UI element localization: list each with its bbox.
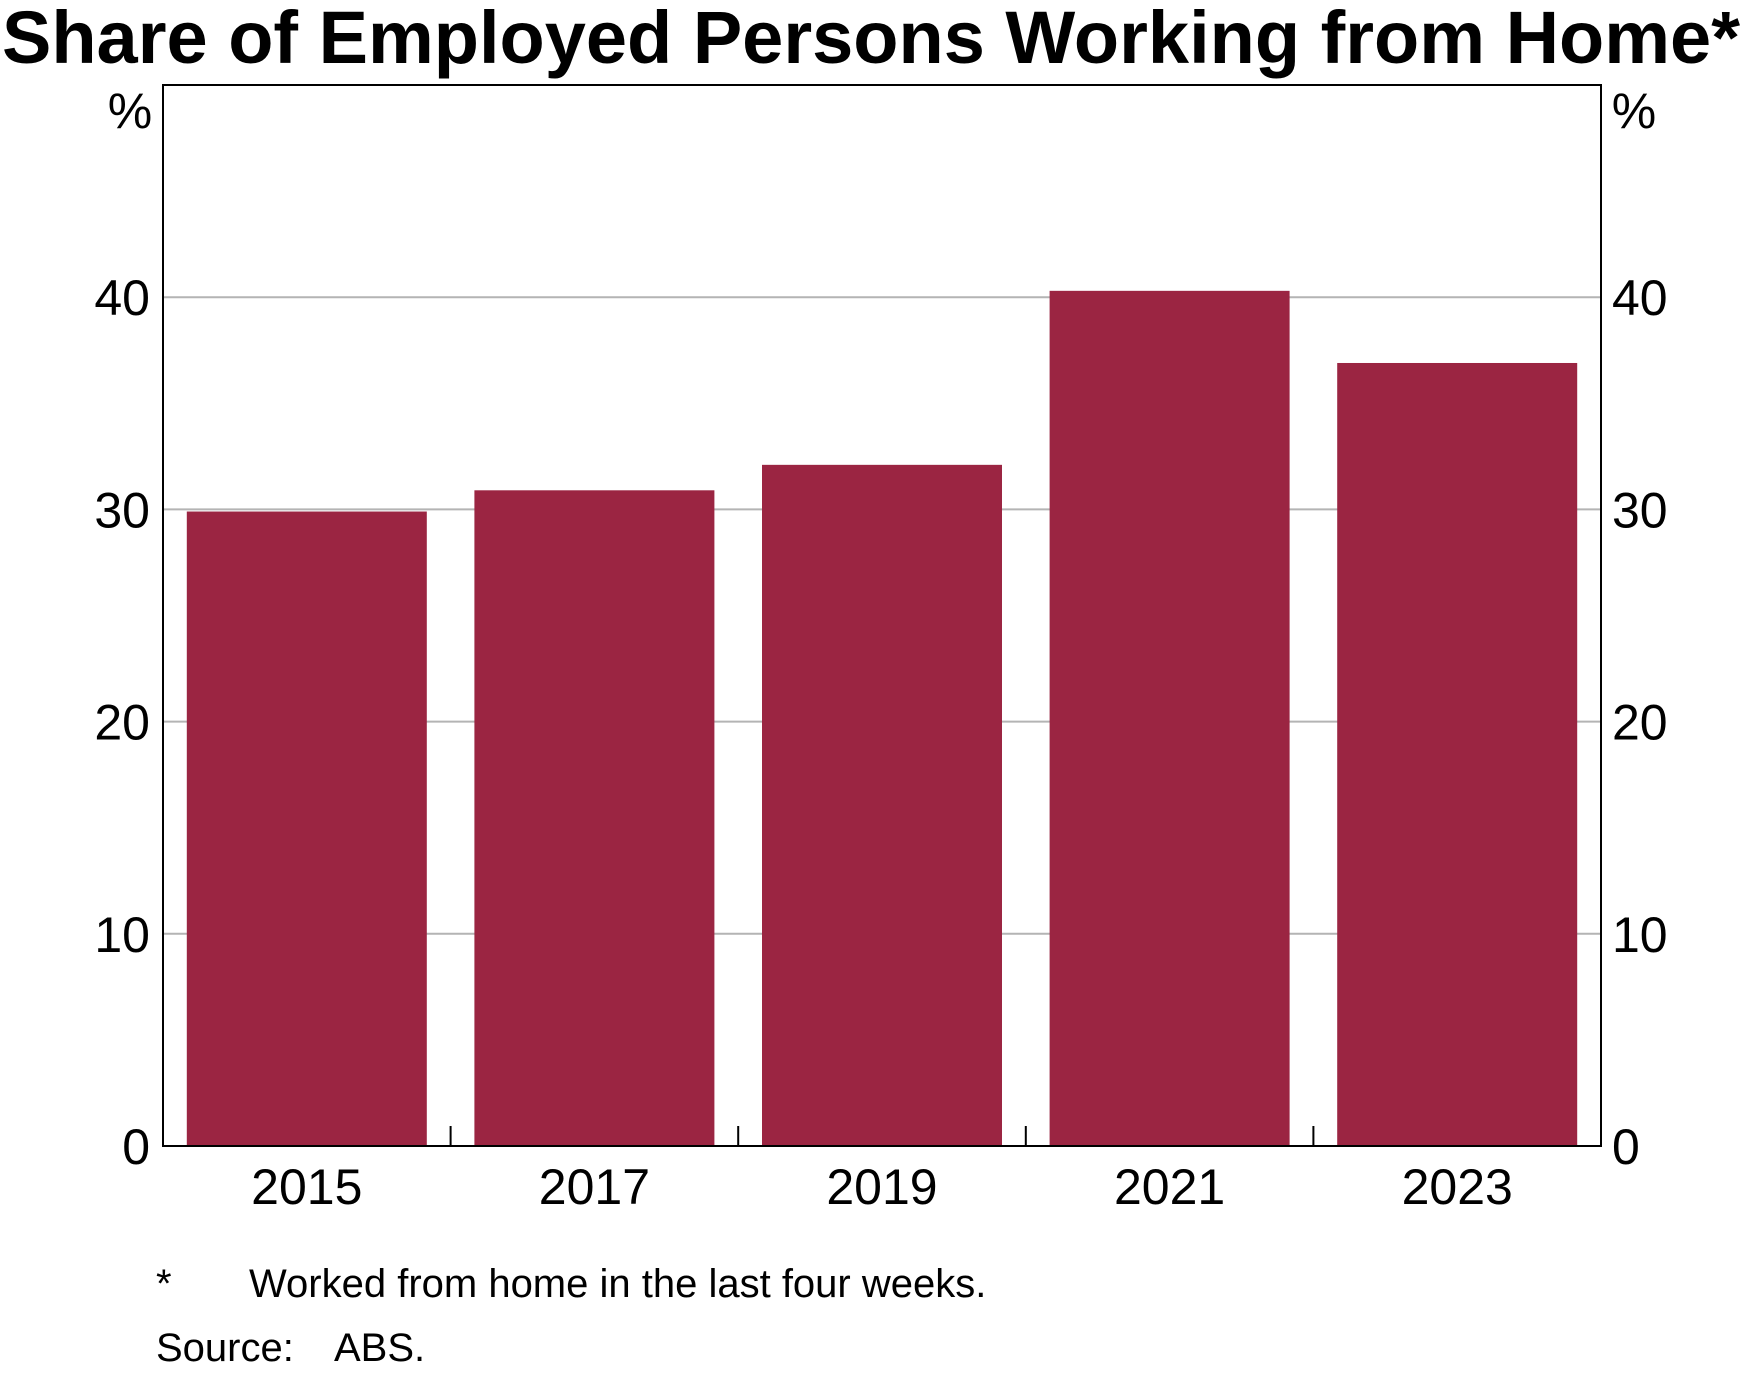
bar-2019 [762,464,1002,1146]
y-tick-label-left: 0 [122,1119,150,1175]
y-tick-label-right: 30 [1612,482,1668,538]
y-tick-label-left: 20 [94,695,150,751]
right-axis-unit: % [1612,83,1656,139]
source-label: Source: [156,1326,294,1370]
source-text: ABS. [334,1326,426,1370]
x-tick-label: 2015 [251,1159,362,1215]
y-tick-labels: 0 0 10 10 20 20 30 30 40 40 [94,270,1667,1175]
bar-2021 [1049,290,1290,1147]
bars [186,290,1578,1147]
y-tick-label-left: 40 [94,270,150,326]
x-tick-label: 2017 [539,1159,650,1215]
chart-title: Share of Employed Persons Working from H… [2,0,1740,79]
left-axis-unit: % [108,83,152,139]
x-ticks [449,1126,1315,1146]
y-tick-label-right: 0 [1612,1119,1640,1175]
bar-2015 [186,511,427,1147]
y-tick-label-left: 30 [94,482,150,538]
x-tick-labels: 2015 2017 2019 2021 2023 [251,1159,1513,1215]
footnote-marker: * [156,1262,172,1306]
y-tick-label-right: 20 [1612,695,1668,751]
bar-2023 [1337,362,1578,1146]
x-tick-label: 2021 [1114,1159,1225,1215]
x-tick-label: 2019 [826,1159,937,1215]
x-tick-label: 2023 [1402,1159,1513,1215]
y-tick-label-left: 10 [94,907,150,963]
y-tick-label-right: 40 [1612,270,1668,326]
footnote-text: Worked from home in the last four weeks. [249,1262,987,1306]
bar-2017 [474,490,715,1146]
y-tick-label-right: 10 [1612,907,1668,963]
plot-frame [162,84,1602,1147]
